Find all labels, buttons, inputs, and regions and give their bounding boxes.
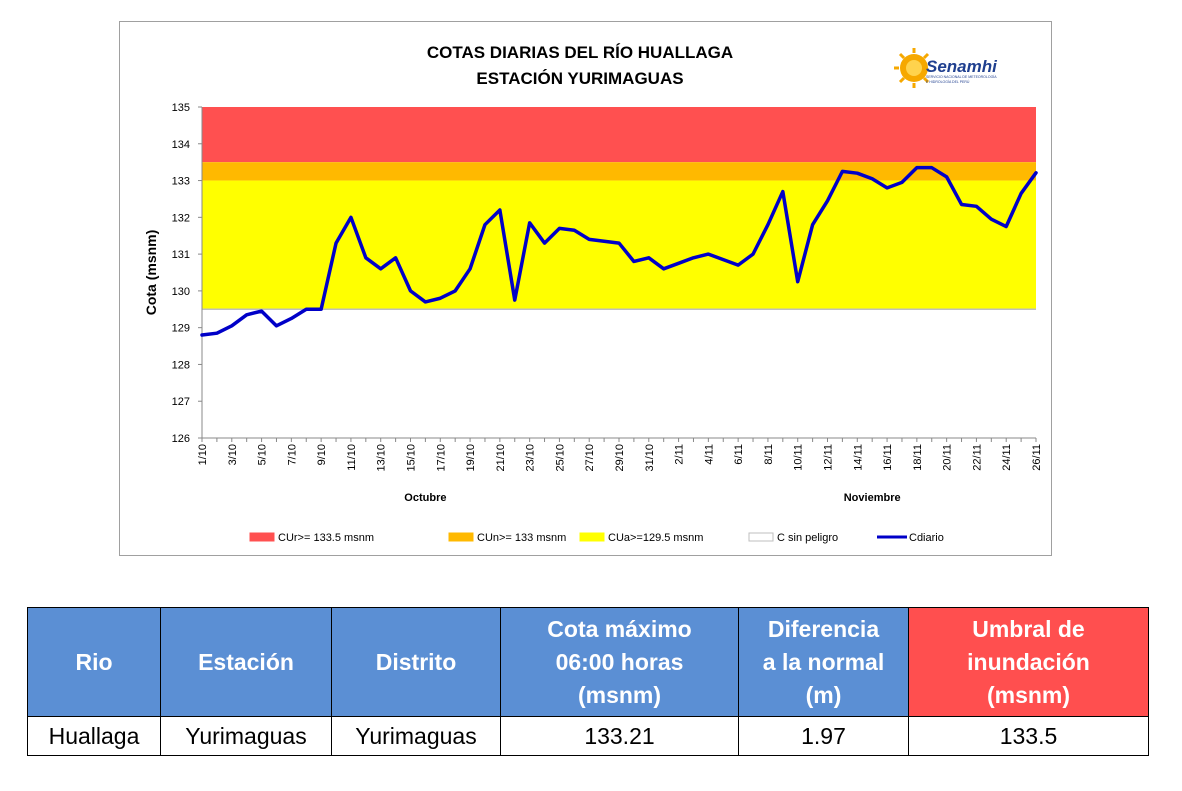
chart-title-line-1: COTAS DIARIAS DEL RÍO HUALLAGA <box>427 43 733 62</box>
x-tick-label: 26/11 <box>1031 444 1043 471</box>
legend-label: CUr>= 133.5 msnm <box>278 532 374 544</box>
y-tick-label: 130 <box>172 286 190 298</box>
legend-swatch <box>249 532 275 542</box>
x-tick-labels: 1/10 3/10 5/10 7/10 9/10 11/10 13/10 15/10 17/10… <box>197 444 1043 472</box>
logo-name: Senamhi <box>926 57 998 76</box>
x-tick-label: 7/10 <box>286 444 298 465</box>
month-label: Noviembre <box>844 492 901 504</box>
x-tick-label: 10/11 <box>793 444 805 471</box>
y-tick-labels: 126 127 128 129 130 131 132 133 134 135 <box>172 102 190 445</box>
x-tick-label: 18/11 <box>912 444 924 471</box>
x-tick-label: 11/10 <box>346 444 358 471</box>
x-tick-label: 24/11 <box>1001 444 1013 471</box>
month-labels: Octubre Noviembre <box>404 492 900 504</box>
summary-table: Rio Estación Distrito Cota máximo 06:00 hora… <box>27 607 1149 756</box>
y-tick-label: 132 <box>172 212 190 224</box>
table-cell: Huallaga <box>27 716 161 756</box>
logo-subtitle-2: E HIDROLOGÍA DEL PERÚ <box>926 80 970 84</box>
x-tick-label: 1/10 <box>197 444 209 465</box>
series-line-cdiario <box>200 165 1038 337</box>
legend-label: Cdiario <box>909 532 944 544</box>
series-lines <box>200 165 1038 337</box>
legend-swatch <box>448 532 474 542</box>
y-tick-label: 133 <box>172 176 190 188</box>
y-tick-label: 126 <box>172 433 190 445</box>
x-tick-label: 15/10 <box>406 444 418 472</box>
table-header-text: Cota máximo <box>547 615 692 642</box>
table-row: Huallaga Yurimaguas Yurimaguas 133.21 1.97 13… <box>27 716 1149 756</box>
y-tick-label: 135 <box>172 102 190 114</box>
x-tick-label: 16/11 <box>882 444 894 471</box>
x-tick-label: 3/10 <box>227 444 239 465</box>
legend-swatch <box>748 532 774 542</box>
table-cell: 133.5 <box>908 716 1149 756</box>
table-header-text: Umbral de <box>972 615 1085 642</box>
table-header-text: Estación <box>198 648 294 675</box>
x-tick-label: 8/11 <box>763 444 775 465</box>
table-header-text: Diferencia <box>767 615 880 642</box>
table-cell: 133.21 <box>500 716 739 756</box>
x-tick-label: 5/10 <box>257 444 269 465</box>
table-header-text: (m) <box>805 681 842 708</box>
logo-subtitle-1: SERVICIO NACIONAL DE METEOROLOGÍA <box>926 75 997 79</box>
axes <box>198 106 1037 442</box>
band-1 <box>202 162 1036 181</box>
x-tick-label: 20/11 <box>942 444 954 471</box>
table-header-cell: Rio <box>27 607 161 717</box>
table-header-row: Rio Estación Distrito Cota máximo 06:00 hora… <box>27 607 1149 717</box>
table-header-cell: Cota máximo 06:00 horas (msnm) <box>500 607 739 717</box>
table-header-cell: Diferencia a la normal (m) <box>738 607 909 717</box>
y-tick-label: 134 <box>172 139 190 151</box>
chart-svg: COTAS DIARIAS DEL RÍO HUALLAGA ESTACIÓN … <box>143 43 1043 544</box>
table-header-cell: Estación <box>160 607 332 717</box>
x-tick-label: 27/10 <box>584 444 596 472</box>
y-tick-label: 129 <box>172 323 190 335</box>
legend-label: CUn>= 133 msnm <box>477 532 566 544</box>
x-tick-label: 13/10 <box>376 444 388 472</box>
x-tick-label: 21/10 <box>495 444 507 472</box>
y-tick-label: 127 <box>172 396 190 408</box>
table-header-text: Rio <box>75 648 113 675</box>
table-cell: 1.97 <box>738 716 909 756</box>
table-header-text: (msnm) <box>986 681 1071 708</box>
month-label: Octubre <box>404 492 446 504</box>
x-tick-label: 23/10 <box>525 444 537 472</box>
x-tick-label: 22/11 <box>971 444 983 471</box>
table-cell: Yurimaguas <box>160 716 332 756</box>
x-tick-label: 25/10 <box>554 444 566 472</box>
legend-label: C sin peligro <box>777 532 838 544</box>
table-header-cell: Umbral de inundación (msnm) <box>908 607 1149 717</box>
table-header-text: inundación <box>967 648 1090 675</box>
x-tick-label: 6/11 <box>733 444 745 465</box>
sun-icon <box>894 48 930 88</box>
table-header-text: a la normal <box>762 648 885 675</box>
x-tick-label: 2/11 <box>674 444 686 465</box>
y-tick-label: 131 <box>172 249 190 261</box>
chart-frame: COTAS DIARIAS DEL RÍO HUALLAGA ESTACIÓN … <box>119 21 1052 556</box>
x-tick-label: 19/10 <box>465 444 477 472</box>
legend: CUr>= 133.5 msnm CUn>= 133 msnm CUa>=129.5… <box>249 532 944 544</box>
x-tick-label: 4/11 <box>703 444 715 465</box>
senamhi-logo: Senamhi SERVICIO NACIONAL DE METEOROLOGÍ… <box>894 48 998 88</box>
table-cell: Yurimaguas <box>331 716 501 756</box>
legend-label: CUa>=129.5 msnm <box>608 532 703 544</box>
x-tick-label: 14/11 <box>852 444 864 471</box>
legend-swatch <box>579 532 605 542</box>
x-tick-label: 17/10 <box>435 444 447 472</box>
x-tick-label: 9/10 <box>316 444 328 465</box>
chart-title-line-2: ESTACIÓN YURIMAGUAS <box>476 69 683 88</box>
y-tick-label: 128 <box>172 359 190 371</box>
table-header-text: (msnm) <box>577 681 662 708</box>
x-tick-label: 29/10 <box>614 444 626 472</box>
table-header-text: 06:00 horas <box>555 648 684 675</box>
x-tick-label: 31/10 <box>644 444 656 472</box>
table-header-cell: Distrito <box>331 607 501 717</box>
table-header-text: Distrito <box>375 648 457 675</box>
x-tick-label: 12/11 <box>823 444 835 471</box>
band-0 <box>202 107 1036 163</box>
y-axis-title: Cota (msnm) <box>143 230 159 316</box>
